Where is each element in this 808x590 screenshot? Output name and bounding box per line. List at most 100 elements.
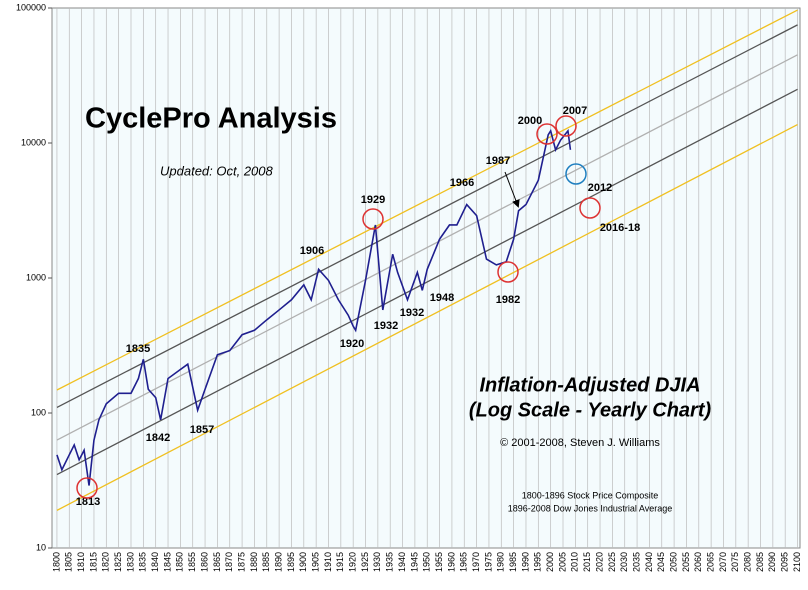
y-tick-label: 10000: [21, 137, 46, 147]
annotation: 1987: [486, 155, 510, 167]
x-tick-label: 2100: [792, 552, 802, 572]
annotation: 1813: [76, 496, 100, 508]
annotation: 2007: [563, 105, 587, 117]
annotation: 1842: [146, 432, 170, 444]
annotation: 1857: [190, 424, 214, 436]
x-tick-label: 1965: [459, 552, 469, 572]
x-tick-label: 1845: [162, 552, 172, 572]
annotation: 1966: [450, 177, 474, 189]
x-tick-label: 2020: [594, 552, 604, 572]
y-tick-label: 100: [31, 407, 46, 417]
annotation: 1932: [374, 320, 398, 332]
x-tick-label: 1910: [323, 552, 333, 572]
heading: (Log Scale - Yearly Chart): [469, 399, 712, 421]
x-tick-label: 1830: [125, 552, 135, 572]
x-tick-label: 2040: [644, 552, 654, 572]
x-tick-label: 1860: [199, 552, 209, 572]
y-tick-label: 10: [36, 542, 46, 552]
x-tick-label: 1875: [236, 552, 246, 572]
x-tick-label: 2075: [730, 552, 740, 572]
annotation: 1920: [340, 338, 364, 350]
x-tick-label: 2015: [582, 552, 592, 572]
x-tick-label: 1840: [150, 552, 160, 572]
annotation: 1932: [400, 307, 424, 319]
annotation: 1982: [496, 294, 520, 306]
x-tick-label: 1985: [508, 552, 518, 572]
x-tick-label: 1885: [261, 552, 271, 572]
x-tick-label: 1810: [76, 552, 86, 572]
channel-line: [56, 24, 798, 408]
price-line: [56, 128, 572, 486]
source: 1800-1896 Stock Price Composite: [522, 490, 659, 500]
x-tick-label: 1900: [298, 552, 308, 572]
x-tick-label: 1950: [422, 552, 432, 572]
x-tick-label: 2055: [681, 552, 691, 572]
x-tick-label: 1805: [64, 552, 74, 572]
channel-line: [56, 123, 798, 511]
channel-line: [56, 9, 798, 391]
x-tick-label: 1820: [101, 552, 111, 572]
x-tick-label: 1915: [335, 552, 345, 572]
x-tick-label: 1800: [51, 552, 61, 572]
x-tick-label: 1880: [249, 552, 259, 572]
x-tick-label: 1870: [224, 552, 234, 572]
subtitle: Updated: Oct, 2008: [160, 163, 274, 178]
x-tick-label: 1945: [409, 552, 419, 572]
x-tick-label: 1970: [471, 552, 481, 572]
x-tick-label: 1990: [520, 552, 530, 572]
source: 1896-2008 Dow Jones Industrial Average: [508, 503, 672, 513]
x-tick-label: 1935: [385, 552, 395, 572]
y-tick-label: 1000: [26, 272, 46, 282]
annotation: 2000: [518, 115, 542, 127]
highlight-circle: [497, 261, 519, 283]
x-tick-label: 2030: [619, 552, 629, 572]
x-tick-label: 1895: [286, 552, 296, 572]
x-tick-label: 1940: [397, 552, 407, 572]
x-tick-label: 2010: [570, 552, 580, 572]
heading: Inflation-Adjusted DJIA: [479, 374, 700, 396]
highlight-circle: [76, 477, 98, 499]
annotation: 2012: [588, 182, 612, 194]
x-tick-label: 1865: [212, 552, 222, 572]
highlight-circle: [555, 115, 577, 137]
highlight-circle: [565, 163, 587, 185]
x-tick-label: 2035: [631, 552, 641, 572]
x-tick-label: 1960: [446, 552, 456, 572]
x-tick-label: 1980: [496, 552, 506, 572]
x-tick-label: 2065: [706, 552, 716, 572]
x-tick-label: 2045: [656, 552, 666, 572]
highlight-circle: [579, 197, 601, 219]
x-tick-label: 1835: [138, 552, 148, 572]
annotation: 1929: [361, 194, 385, 206]
annotation: 2016-18: [600, 222, 640, 234]
x-tick-label: 2060: [693, 552, 703, 572]
x-tick-label: 1815: [88, 552, 98, 572]
x-tick-label: 2090: [767, 552, 777, 572]
x-tick-label: 1975: [483, 552, 493, 572]
x-tick-label: 2025: [607, 552, 617, 572]
highlight-circle: [362, 208, 384, 230]
channel-line: [56, 88, 798, 476]
channel-line: [56, 54, 798, 441]
highlight-circle: [536, 123, 558, 145]
x-tick-label: 2085: [755, 552, 765, 572]
x-tick-label: 1855: [187, 552, 197, 572]
x-tick-label: 1955: [434, 552, 444, 572]
x-tick-label: 1925: [360, 552, 370, 572]
y-tick-label: 100000: [16, 2, 46, 12]
x-tick-label: 2070: [718, 552, 728, 572]
x-tick-label: 1905: [311, 552, 321, 572]
x-tick-label: 2095: [780, 552, 790, 572]
x-tick-label: 2005: [557, 552, 567, 572]
x-tick-label: 1825: [113, 552, 123, 572]
annotation: 1906: [300, 245, 324, 257]
x-tick-label: 1850: [175, 552, 185, 572]
annotation: 1835: [126, 343, 150, 355]
x-tick-label: 2050: [668, 552, 678, 572]
copyright: © 2001-2008, Steven J. Williams: [500, 437, 660, 449]
arrow: [504, 171, 520, 208]
x-tick-label: 1995: [533, 552, 543, 572]
x-tick-label: 2080: [743, 552, 753, 572]
x-tick-label: 1920: [348, 552, 358, 572]
